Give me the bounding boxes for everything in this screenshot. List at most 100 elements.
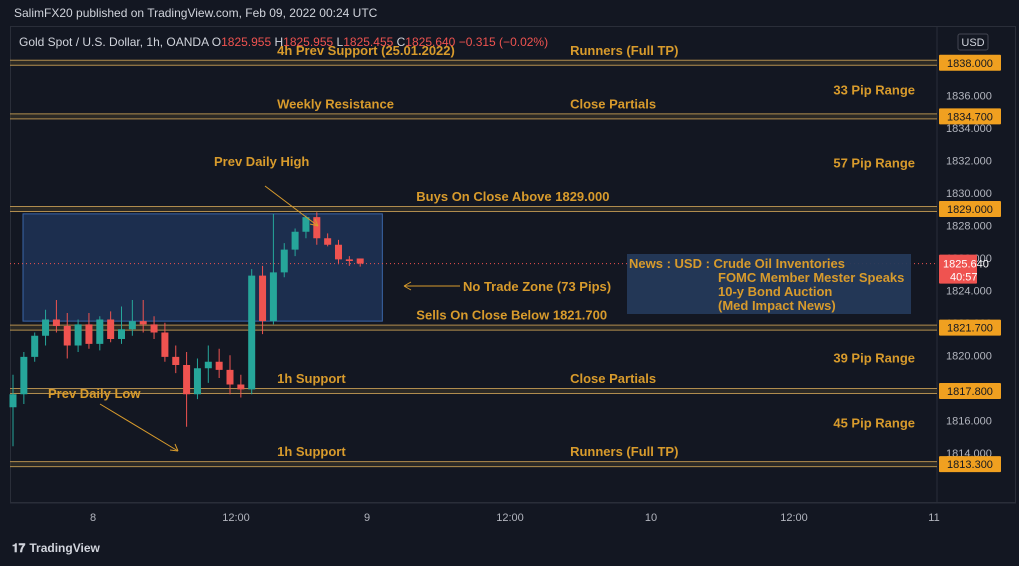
candle[interactable] [20, 352, 28, 404]
price-change: −0.315 (−0.02%) [459, 35, 548, 49]
svg-text:1817.800: 1817.800 [947, 386, 993, 398]
y-tick-label: 1820.000 [946, 350, 992, 362]
candle[interactable] [96, 316, 104, 351]
annotation-prev-daily-high: Prev Daily High [214, 154, 309, 169]
candle[interactable] [63, 313, 71, 359]
candle[interactable] [356, 258, 364, 267]
level-label: Runners (Full TP) [570, 43, 678, 58]
candle[interactable] [161, 322, 169, 362]
currency-button[interactable]: USD [957, 33, 989, 51]
tradingview-logo-icon: 𝟏𝟕 [12, 541, 26, 555]
x-tick-label: 10 [645, 512, 657, 524]
candle[interactable] [118, 306, 125, 344]
candle[interactable] [248, 269, 256, 395]
svg-text:1838.000: 1838.000 [947, 58, 993, 70]
ohlc-key: L [337, 35, 344, 49]
publisher-text: SalimFX20 published on TradingView.com, … [14, 6, 378, 20]
level-band [10, 324, 937, 331]
candle[interactable] [226, 355, 234, 395]
ohlc-value: 1825.955 [283, 35, 336, 49]
candle[interactable] [215, 348, 223, 378]
candle[interactable] [259, 265, 267, 335]
candle[interactable] [324, 233, 332, 247]
svg-text:1834.700: 1834.700 [947, 111, 993, 123]
candle[interactable] [269, 213, 277, 325]
candle[interactable] [183, 352, 191, 427]
candle[interactable] [302, 215, 310, 239]
level-band [10, 388, 937, 394]
candle[interactable] [172, 345, 180, 374]
level-label: Buys On Close Above 1829.000 [416, 189, 609, 204]
tradingview-logo[interactable]: 𝟏𝟕 TradingView [12, 541, 100, 556]
y-tick-label: 1816.000 [946, 415, 992, 427]
level-label: 1h Support [277, 444, 346, 459]
y-tick-label: 1836.000 [946, 90, 992, 102]
level-price-tag: 1813.300 [939, 456, 1001, 473]
level-band [10, 461, 937, 468]
brand-name: TradingView [29, 541, 100, 555]
arrow-prev-daily-low [99, 403, 179, 452]
candle[interactable] [107, 311, 115, 343]
x-tick-label: 9 [364, 512, 370, 524]
candle[interactable] [74, 319, 82, 353]
x-tick-label: 12:00 [222, 512, 250, 524]
candle[interactable] [313, 212, 321, 245]
candle[interactable] [85, 313, 93, 349]
pip-range-label: 33 Pip Range [833, 82, 915, 97]
last-price-countdown: 40:57 [950, 272, 978, 284]
news-item: (Med Impact News) [718, 298, 836, 313]
x-tick-label: 11 [928, 512, 939, 524]
candle[interactable] [345, 256, 353, 266]
candle[interactable] [291, 228, 299, 257]
candle[interactable] [335, 239, 342, 265]
candle[interactable] [52, 300, 60, 333]
news-item: FOMC Member Mester Speaks [718, 270, 904, 285]
candle[interactable] [139, 300, 147, 333]
level-price-tag: 1817.800 [939, 383, 1001, 399]
arrow-prev-daily-high [264, 185, 319, 227]
candle[interactable] [150, 316, 158, 339]
level-label: Sells On Close Below 1821.700 [416, 308, 607, 323]
ohlc-key: O [212, 35, 221, 49]
pip-range-label: 39 Pip Range [833, 351, 915, 366]
arrowhead [403, 281, 412, 291]
y-tick-label: 1832.000 [946, 155, 992, 167]
last-price-value: 1825.640 [943, 259, 989, 271]
candle[interactable] [193, 358, 201, 400]
level-band [10, 206, 937, 212]
level-price-tag: 1838.000 [939, 54, 1001, 71]
pip-range-label: 45 Pip Range [833, 416, 915, 431]
ohlc-key: H [274, 35, 283, 49]
svg-text:1821.700: 1821.700 [947, 323, 993, 335]
svg-text:1829.000: 1829.000 [947, 204, 993, 216]
candle[interactable] [204, 345, 212, 383]
level-label: Close Partials [570, 96, 656, 111]
symbol-name: Gold Spot / U.S. Dollar, 1h, OANDA [19, 35, 212, 49]
candle[interactable] [128, 300, 136, 336]
x-tick-label: 12:00 [496, 512, 524, 524]
candle[interactable] [31, 332, 39, 362]
x-tick-label: 8 [90, 512, 96, 524]
no-trade-zone[interactable] [22, 213, 383, 322]
candle[interactable] [280, 243, 288, 278]
level-label: Runners (Full TP) [570, 444, 678, 459]
y-tick-label: 1834.000 [946, 123, 992, 135]
candle[interactable] [9, 374, 17, 447]
footer: 𝟏𝟕 TradingView [0, 530, 1019, 566]
publisher-bar: SalimFX20 published on TradingView.com, … [0, 0, 1019, 26]
x-tick-label: 12:00 [780, 512, 808, 524]
y-tick-label: 1824.000 [946, 285, 992, 297]
candle[interactable] [237, 374, 245, 398]
currency-label: USD [961, 37, 984, 49]
level-label: Close Partials [570, 371, 656, 386]
arrowhead [309, 218, 319, 227]
level-band [10, 59, 937, 66]
level-label: Weekly Resistance [277, 96, 394, 111]
ohlc-value: 1825.955 [221, 35, 274, 49]
ohlc-key: C [397, 35, 406, 49]
symbol-legend[interactable]: Gold Spot / U.S. Dollar, 1h, OANDA O1825… [19, 35, 548, 49]
candle[interactable] [42, 309, 50, 346]
